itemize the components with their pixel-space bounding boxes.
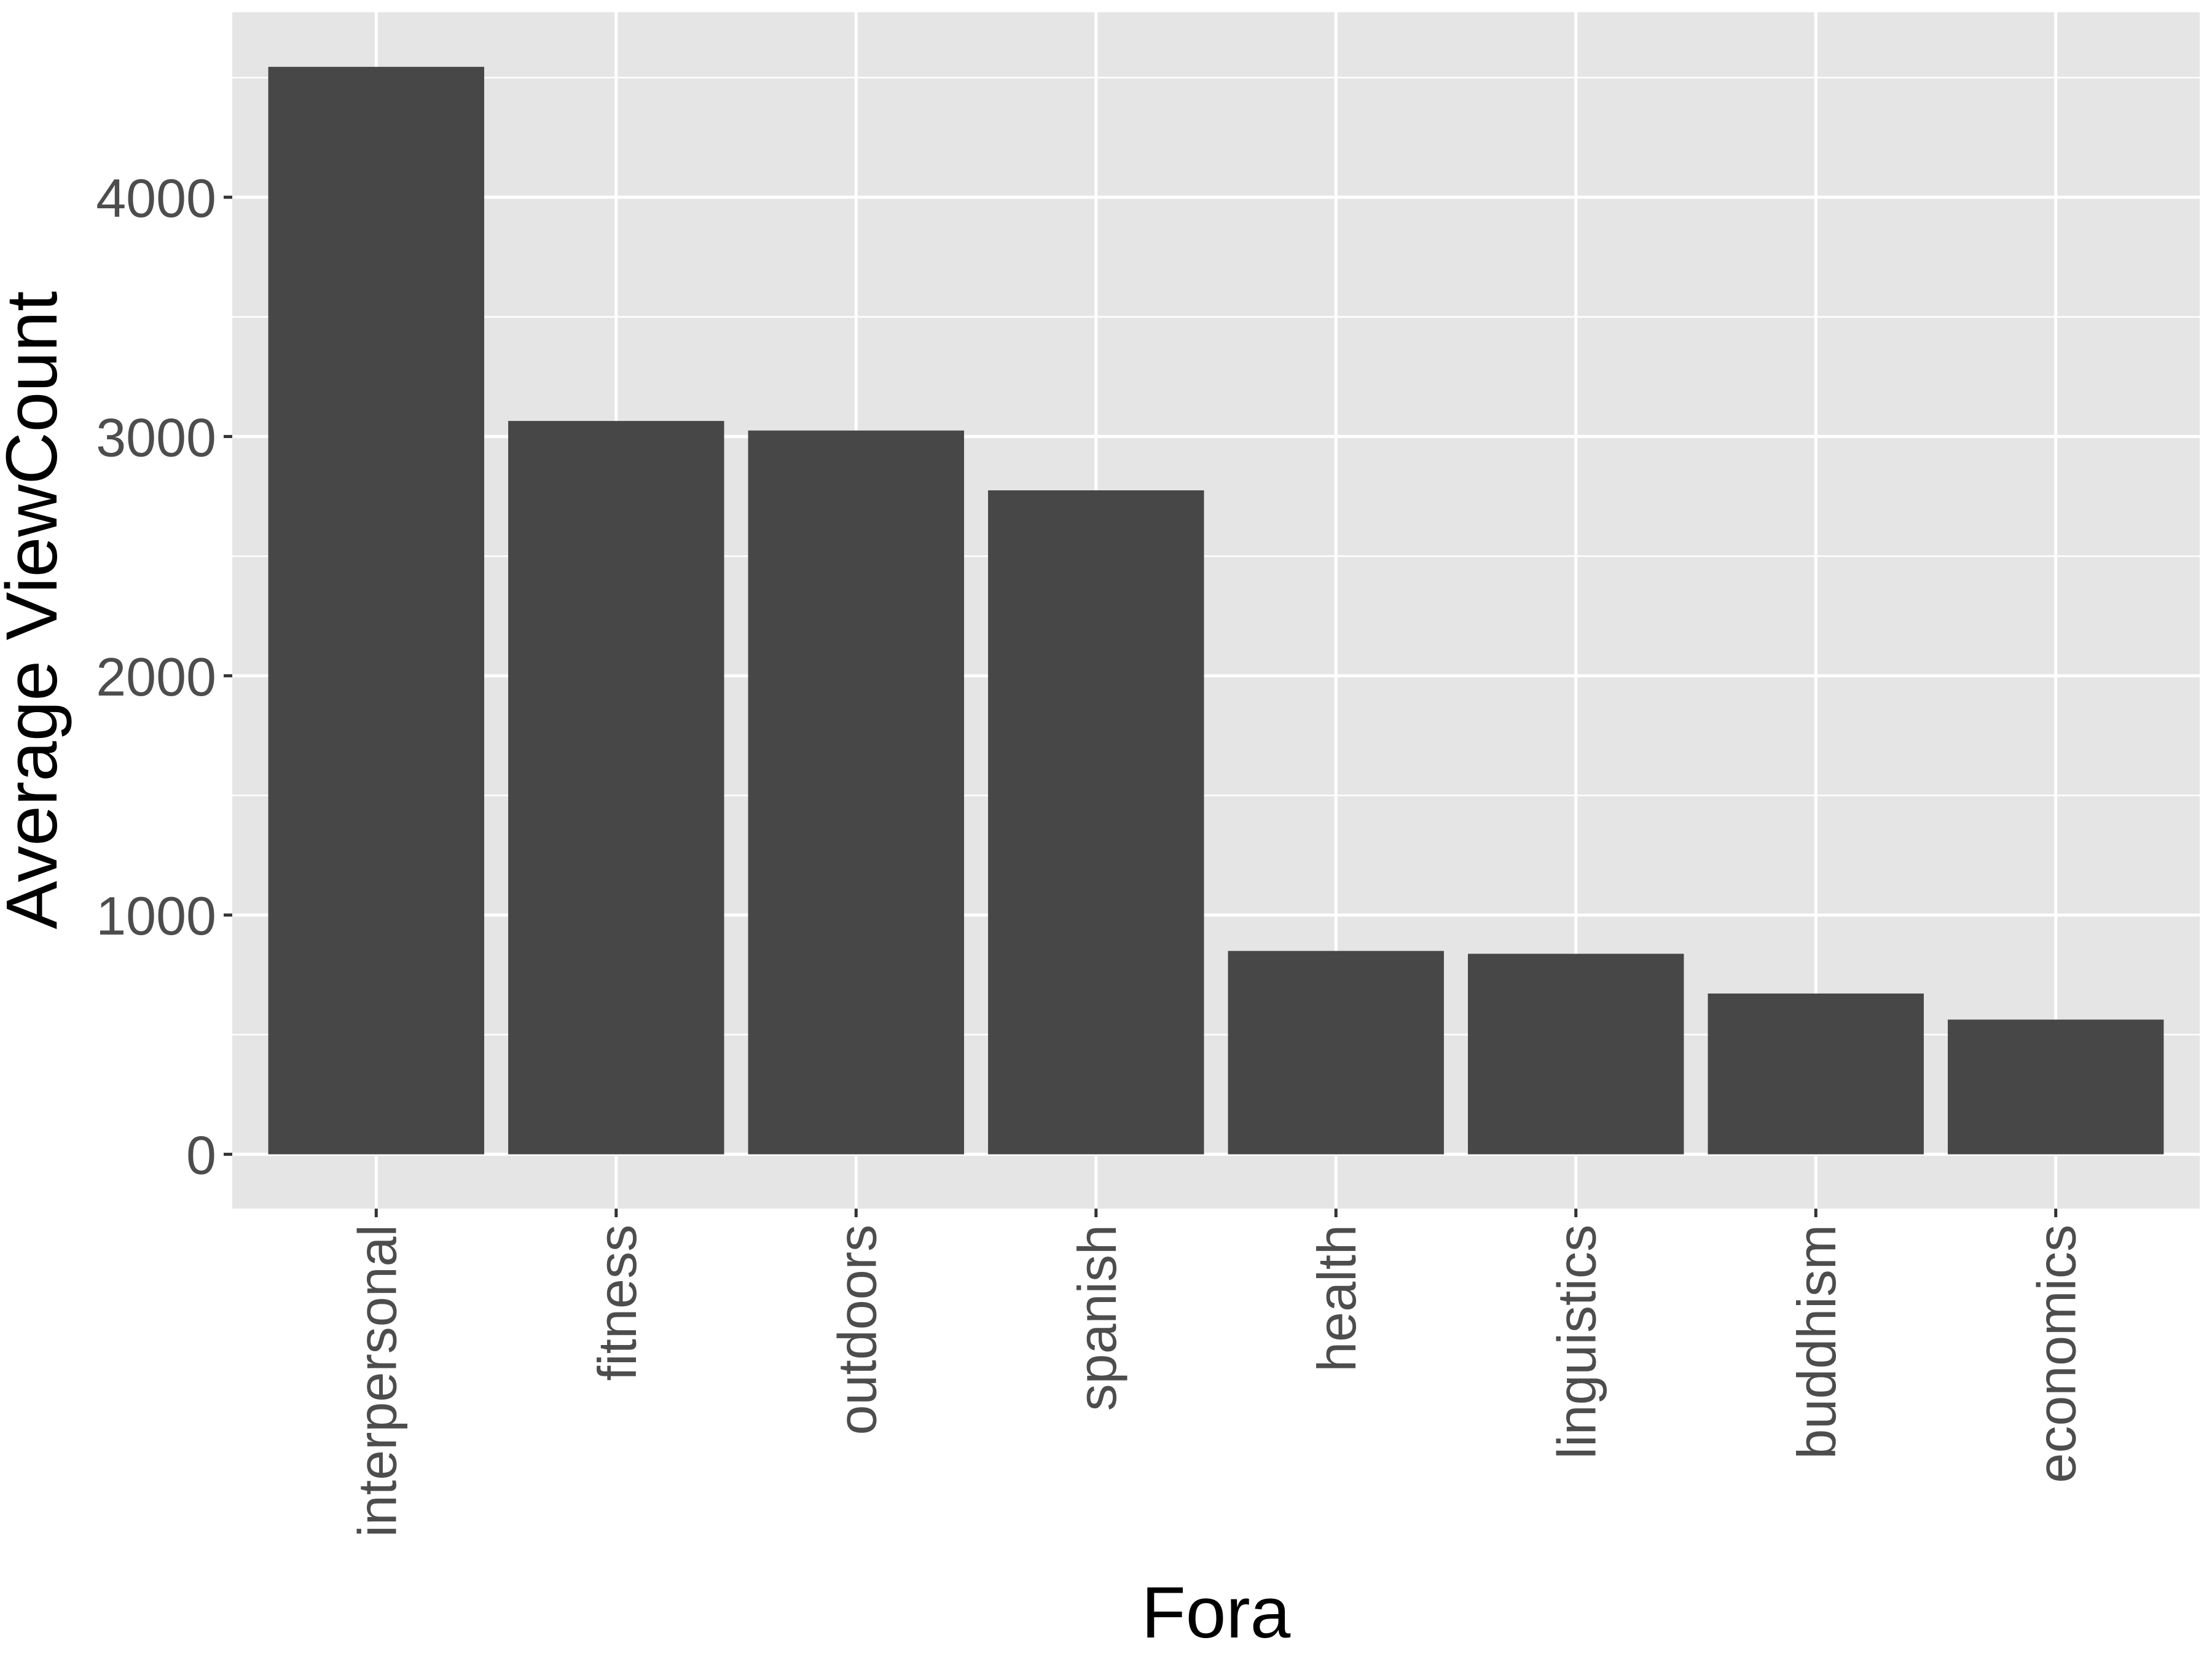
x-tick-label: health bbox=[1306, 1225, 1367, 1372]
y-tick-label: 2000 bbox=[96, 646, 216, 707]
y-tick-label: 4000 bbox=[96, 168, 216, 229]
x-axis-ticks: interpersonal fitness outdoors spanish healt… bbox=[347, 1209, 2087, 1537]
y-tick-label: 0 bbox=[186, 1125, 216, 1186]
bar-economics bbox=[1947, 1019, 2164, 1155]
x-axis-title: Fora bbox=[1142, 1572, 1291, 1653]
bar-buddhism bbox=[1708, 993, 1924, 1155]
bars bbox=[268, 66, 2164, 1155]
y-axis-ticks: 0 1000 2000 3000 4000 bbox=[96, 168, 232, 1186]
x-tick-label: linguistics bbox=[1547, 1225, 1607, 1459]
bar-health bbox=[1228, 951, 1444, 1155]
bar-interpersonal bbox=[268, 66, 485, 1155]
x-tick-label: interpersonal bbox=[347, 1225, 407, 1537]
y-tick-label: 3000 bbox=[96, 407, 216, 468]
x-tick-label: buddhism bbox=[1786, 1225, 1847, 1459]
y-tick-label: 1000 bbox=[96, 885, 216, 946]
bar-linguistics bbox=[1468, 954, 1684, 1155]
bar-fitness bbox=[508, 421, 724, 1155]
x-tick-label: outdoors bbox=[826, 1225, 887, 1435]
x-tick-label: economics bbox=[2026, 1225, 2087, 1483]
x-tick-label: spanish bbox=[1067, 1225, 1128, 1411]
bar-outdoors bbox=[748, 430, 964, 1155]
x-tick-label: fitness bbox=[587, 1225, 648, 1381]
y-axis-title: Average ViewCount bbox=[0, 291, 73, 930]
bar-spanish bbox=[988, 490, 1204, 1155]
